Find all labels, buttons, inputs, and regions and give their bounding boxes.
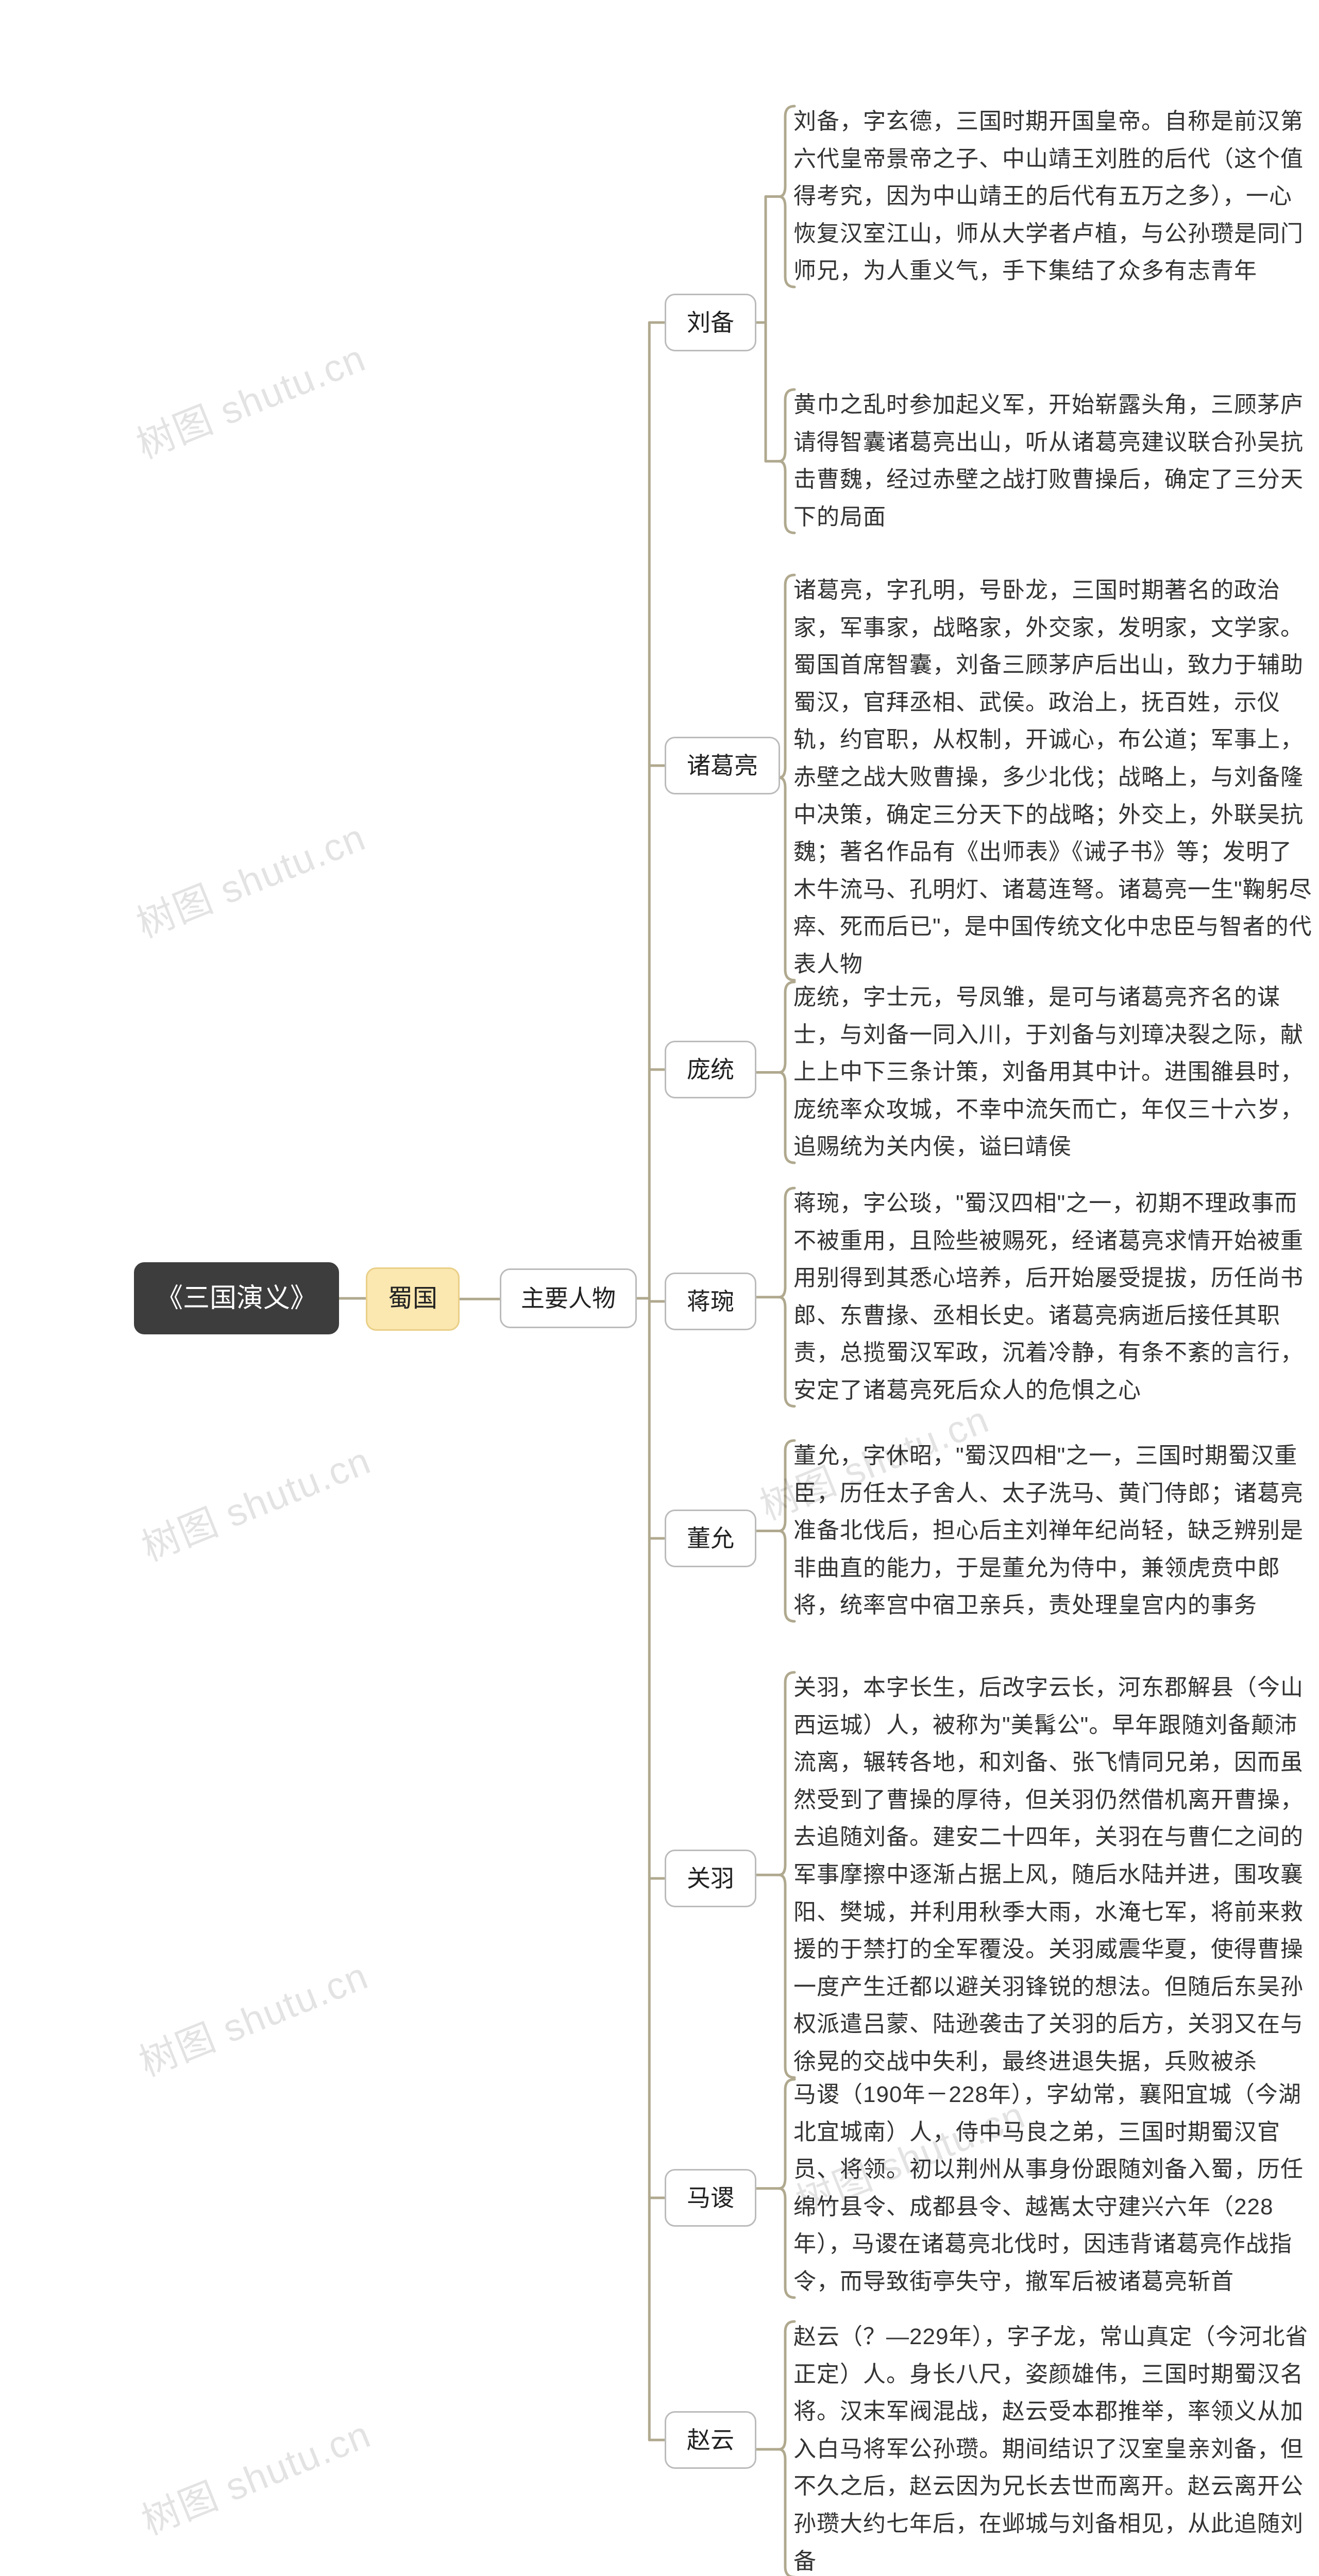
mindmap-canvas: 《三国演义》 蜀国 主要人物 刘备 诸葛亮 庞统 蒋琬 董允 关羽 马谡 赵云 … (0, 0, 1319, 2576)
leaf-guanyu: 关羽，本字长生，后改字云长，河东郡解县（今山西运城）人，被称为"美髯公"。早年跟… (793, 1669, 1314, 2081)
watermark: 树图 shutu.cn (127, 328, 373, 469)
person-node-guanyu[interactable]: 关羽 (665, 1850, 756, 1907)
level2-node-characters[interactable]: 主要人物 (500, 1268, 637, 1328)
watermark: 树图 shutu.cn (127, 807, 373, 948)
person-node-liubei[interactable]: 刘备 (665, 294, 756, 351)
watermark: 树图 shutu.cn (132, 1430, 378, 1572)
leaf-pangtong: 庞统，字士元，号凤雏，是可与诸葛亮齐名的谋士，与刘备一同入川，于刘备与刘璋决裂之… (793, 979, 1314, 1166)
leaf-masu: 马谡（190年－228年），字幼常，襄阳宜城（今湖北宜城南）人，侍中马良之弟，三… (793, 2076, 1314, 2301)
person-node-jiangwan[interactable]: 蒋琬 (665, 1273, 756, 1330)
root-node[interactable]: 《三国演义》 (134, 1262, 339, 1334)
watermark: 树图 shutu.cn (132, 2404, 378, 2546)
leaf-liubei-1: 刘备，字玄德，三国时期开国皇帝。自称是前汉第六代皇帝景帝之子、中山靖王刘胜的后代… (793, 103, 1314, 290)
leaf-zhaoyun: 赵云（？—229年），字子龙，常山真定（今河北省正定）人。身长八尺，姿颜雄伟，三… (793, 2318, 1314, 2576)
person-node-pangtong[interactable]: 庞统 (665, 1041, 756, 1098)
leaf-liubei-2: 黄巾之乱时参加起义军，开始崭露头角，三顾茅庐请得智囊诸葛亮出山，听从诸葛亮建议联… (793, 386, 1314, 536)
leaf-dongyun: 董允，字休昭，"蜀汉四相"之一，三国时期蜀汉重臣，历任太子舍人、太子洗马、黄门侍… (793, 1437, 1314, 1624)
person-node-zhugeliang[interactable]: 诸葛亮 (665, 737, 780, 794)
leaf-jiangwan: 蒋琬，字公琰，"蜀汉四相"之一，初期不理政事而不被重用，且险些被赐死，经诸葛亮求… (793, 1185, 1314, 1410)
person-node-zhaoyun[interactable]: 赵云 (665, 2411, 756, 2469)
level1-node-shu[interactable]: 蜀国 (366, 1267, 460, 1331)
person-node-masu[interactable]: 马谡 (665, 2169, 756, 2227)
person-node-dongyun[interactable]: 董允 (665, 1510, 756, 1567)
watermark: 树图 shutu.cn (130, 1945, 375, 2087)
leaf-zhugeliang: 诸葛亮，字孔明，号卧龙，三国时期著名的政治家，军事家，战略家，外交家，发明家，文… (793, 572, 1314, 984)
